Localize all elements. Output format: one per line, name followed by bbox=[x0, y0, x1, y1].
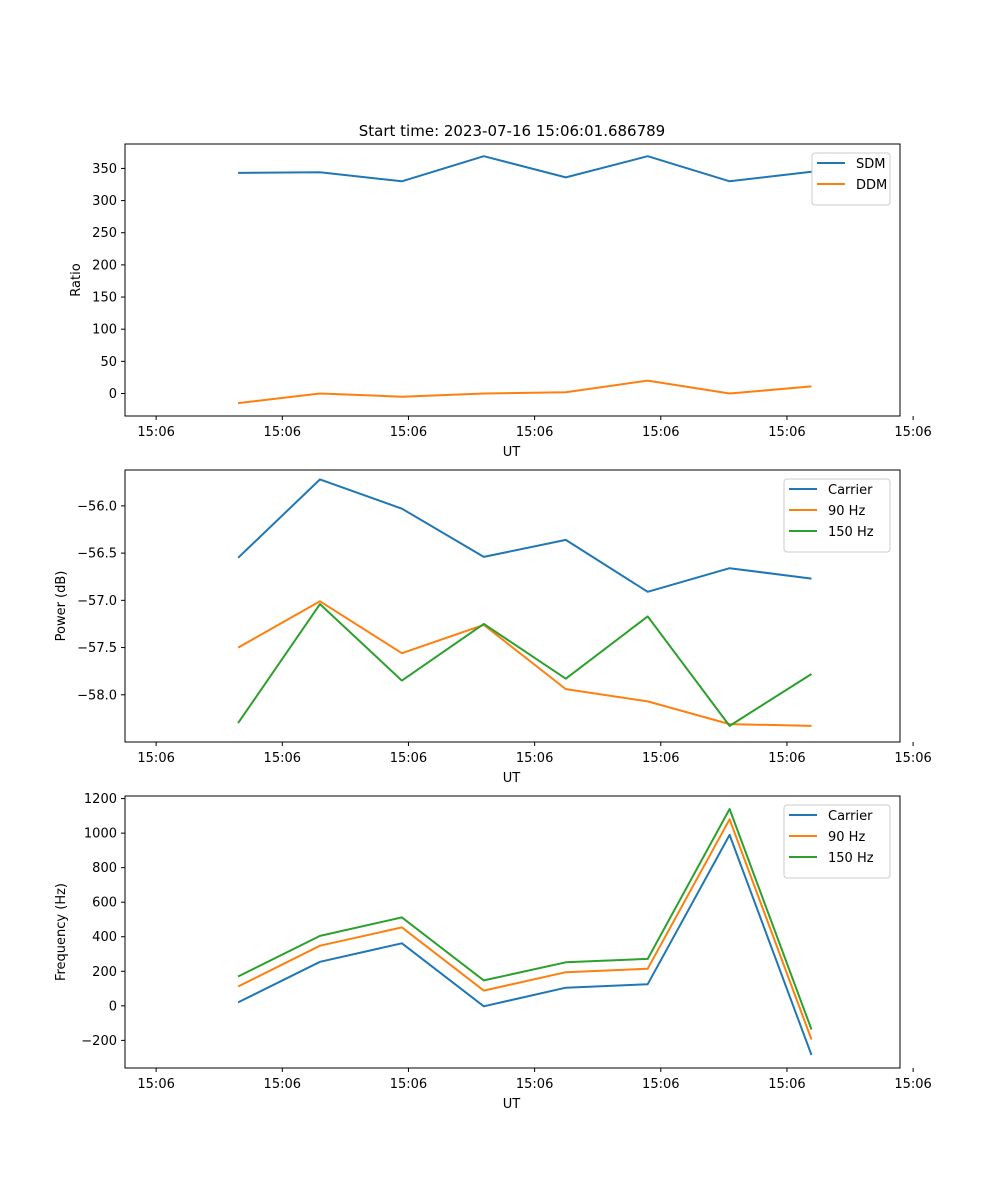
y-tick-label: 0 bbox=[109, 387, 117, 402]
x-tick-label: 15:06 bbox=[264, 751, 301, 766]
series-line-90-hz bbox=[237, 600, 812, 727]
x-tick-label: 15:06 bbox=[642, 751, 679, 766]
series-line-150-hz bbox=[237, 603, 813, 727]
y-axis-label: Frequency (Hz) bbox=[54, 883, 69, 981]
y-tick-label: −57.5 bbox=[77, 641, 117, 656]
x-tick-label: 15:06 bbox=[768, 751, 805, 766]
x-tick-label: 15:06 bbox=[137, 751, 174, 766]
frequency-legend: Carrier 90 Hz 150 Hz bbox=[783, 804, 891, 879]
legend-label: 90 Hz bbox=[828, 504, 865, 519]
legend-label: 150 Hz bbox=[828, 851, 874, 866]
x-tick-label: 15:06 bbox=[768, 1077, 805, 1092]
y-tick-label: 100 bbox=[92, 323, 117, 338]
legend-label: 150 Hz bbox=[828, 525, 874, 540]
y-tick-label: 0 bbox=[109, 999, 117, 1014]
y-tick-label: 350 bbox=[92, 162, 117, 177]
x-tick-label: 15:06 bbox=[264, 425, 301, 440]
figure-title: Start time: 2023-07-16 15:06:01.686789 bbox=[359, 122, 665, 140]
x-tick-label: 15:06 bbox=[390, 751, 427, 766]
x-tick-label: 15:06 bbox=[390, 1077, 427, 1092]
x-tick-label: 15:06 bbox=[516, 1077, 553, 1092]
series-line-150-hz bbox=[237, 808, 813, 1030]
series-line-90-hz bbox=[237, 818, 813, 1040]
x-tick-label: 15:06 bbox=[516, 751, 553, 766]
x-tick-label: 15:06 bbox=[516, 425, 553, 440]
y-tick-label: 250 bbox=[92, 226, 117, 241]
legend-label: SDM bbox=[856, 157, 885, 172]
x-tick-label: 15:06 bbox=[894, 425, 931, 440]
x-tick-label: 15:06 bbox=[264, 1077, 301, 1092]
y-tick-label: 200 bbox=[92, 965, 117, 980]
legend-label: Carrier bbox=[828, 483, 873, 498]
y-tick-label: 800 bbox=[92, 861, 117, 876]
legend-frame bbox=[811, 152, 891, 206]
x-axis-label: UT bbox=[503, 445, 521, 460]
x-axis-label: UT bbox=[503, 771, 521, 786]
y-tick-label: −58.0 bbox=[77, 688, 117, 703]
x-tick-label: 15:06 bbox=[642, 425, 679, 440]
y-tick-label: −56.5 bbox=[77, 547, 117, 562]
legend-frame bbox=[783, 804, 891, 879]
series-line-carrier bbox=[237, 833, 813, 1056]
y-axis-label: Power (dB) bbox=[54, 571, 69, 642]
y-tick-label: 150 bbox=[92, 291, 117, 306]
y-tick-label: −200 bbox=[81, 1034, 117, 1049]
x-tick-label: 15:06 bbox=[137, 1077, 174, 1092]
y-axis-label: Ratio bbox=[69, 263, 84, 296]
ratio-axes-frame bbox=[124, 143, 901, 417]
frequency-subplot: 15:06 15:06 15:06 15:06 15:06 15:06 15:06 −200 0… bbox=[54, 792, 932, 1112]
x-tick-label: 15:06 bbox=[894, 1077, 931, 1092]
y-tick-label: 300 bbox=[92, 194, 117, 209]
y-tick-label: −56.0 bbox=[77, 499, 117, 514]
series-line-ddm bbox=[237, 379, 812, 405]
y-tick-label: 1200 bbox=[84, 792, 117, 807]
y-tick-label: 200 bbox=[92, 258, 117, 273]
y-tick-label: 400 bbox=[92, 930, 117, 945]
x-tick-label: 15:06 bbox=[137, 425, 174, 440]
legend-label: 90 Hz bbox=[828, 830, 865, 845]
legend-frame bbox=[783, 478, 891, 553]
x-tick-label: 15:06 bbox=[768, 425, 805, 440]
y-tick-label: 50 bbox=[100, 355, 117, 370]
ratio-legend: SDM DDM bbox=[811, 152, 891, 206]
power-legend: Carrier 90 Hz 150 Hz bbox=[783, 478, 891, 553]
x-axis-label: UT bbox=[503, 1097, 521, 1112]
x-tick-label: 15:06 bbox=[390, 425, 427, 440]
legend-label: Carrier bbox=[828, 809, 873, 824]
series-line-carrier bbox=[237, 478, 812, 593]
x-tick-label: 15:06 bbox=[894, 751, 931, 766]
power-subplot: 15:06 15:06 15:06 15:06 15:06 15:06 15:06 −58.0… bbox=[54, 469, 932, 786]
x-tick-label: 15:06 bbox=[642, 1077, 679, 1092]
frequency-axes-frame bbox=[124, 795, 901, 1069]
legend-label: DDM bbox=[856, 178, 887, 193]
y-tick-label: −57.0 bbox=[77, 594, 117, 609]
series-line-sdm bbox=[238, 155, 812, 183]
y-tick-label: 600 bbox=[92, 896, 117, 911]
y-tick-label: 1000 bbox=[84, 827, 117, 842]
power-axes-frame bbox=[124, 469, 901, 743]
ratio-subplot: 15:06 15:06 15:06 15:06 15:06 15:06 15:06 0 50 10… bbox=[69, 143, 932, 460]
